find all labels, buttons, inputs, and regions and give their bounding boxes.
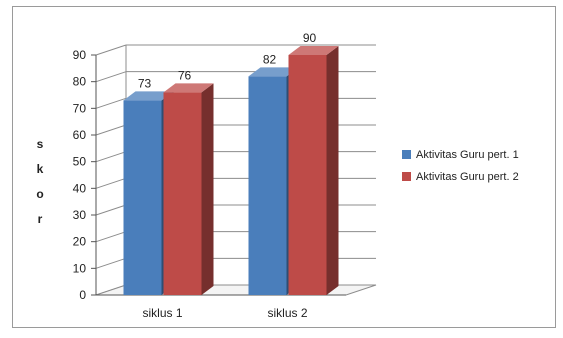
y-axis-label: r <box>38 212 43 226</box>
bar-side-2 <box>326 46 339 295</box>
y-tick-label: 90 <box>73 48 87 62</box>
data-label: 82 <box>263 52 277 66</box>
legend-label: Aktivitas Guru pert. 1 <box>416 149 519 161</box>
y-tick-label: 30 <box>73 208 87 222</box>
legend-swatch <box>402 172 411 181</box>
legend: Aktivitas Guru pert. 1 Aktivitas Guru per… <box>402 149 519 183</box>
legend-label: Aktivitas Guru pert. 2 <box>416 171 519 183</box>
bar-front-1 <box>248 76 287 295</box>
gridline-slant <box>95 177 127 189</box>
gridline-slant <box>95 231 127 243</box>
y-tick-label: 0 <box>79 288 86 302</box>
bar-top-2 <box>288 46 339 55</box>
gridline-slant <box>95 257 127 269</box>
y-tick-label: 60 <box>73 128 87 142</box>
bar-front-2 <box>163 92 202 295</box>
x-category-label: siklus 1 <box>142 306 182 320</box>
x-category-label: siklus 2 <box>267 306 307 320</box>
bar-side-2 <box>201 83 214 295</box>
y-tick-label: 10 <box>73 261 87 275</box>
y-tick-label: 50 <box>73 155 87 169</box>
gridline-slant <box>95 71 127 83</box>
y-tick-label: 80 <box>73 75 87 89</box>
data-label: 73 <box>138 76 152 90</box>
data-label: 90 <box>303 31 317 45</box>
gridline-slant <box>95 97 127 109</box>
y-axis-label: s <box>37 137 44 151</box>
bar-top-1 <box>123 91 174 101</box>
gridline-slant <box>95 151 127 163</box>
y-axis-label: k <box>37 162 44 176</box>
bar-front-1 <box>123 100 162 295</box>
y-tick-label: 40 <box>73 181 87 195</box>
bars <box>123 46 339 295</box>
y-tick-label: 70 <box>73 101 87 115</box>
data-label: 76 <box>178 68 192 82</box>
y-axis-label: o <box>36 187 43 201</box>
gridline-slant <box>95 204 127 216</box>
bar-top-2 <box>163 83 214 93</box>
gridline-slant <box>95 44 127 56</box>
y-tick-label: 20 <box>73 235 87 249</box>
bar-front-2 <box>288 55 327 295</box>
legend-swatch <box>402 150 411 159</box>
gridline-slant <box>95 124 127 136</box>
bar-top-1 <box>248 67 299 77</box>
